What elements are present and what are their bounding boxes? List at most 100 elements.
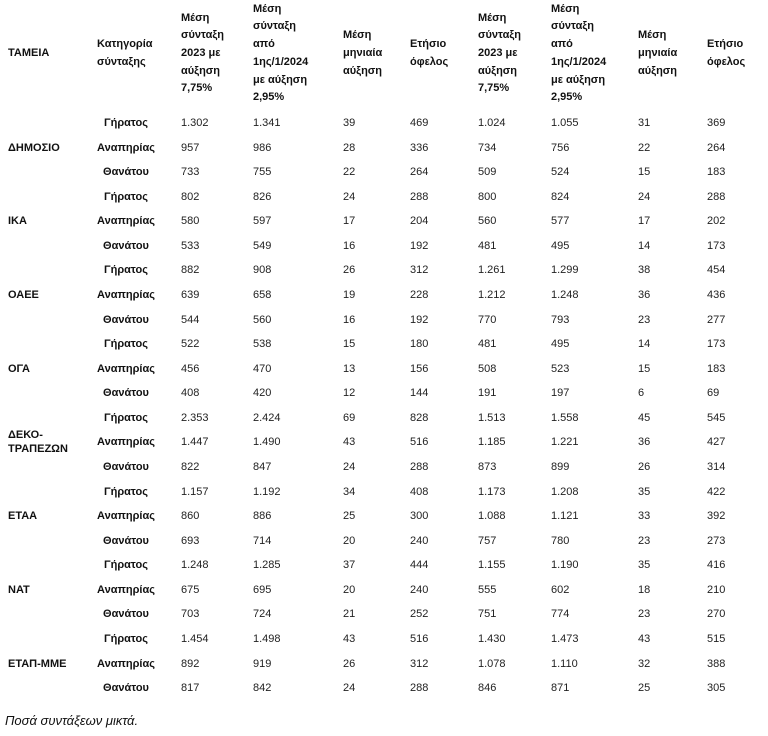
cell-value: 693 bbox=[181, 534, 200, 547]
pension-category: Αναπηρίας bbox=[97, 141, 155, 154]
fund-name: ΙΚΑ bbox=[8, 215, 27, 228]
cell-value: 899 bbox=[551, 460, 570, 473]
cell-value: 1.473 bbox=[551, 632, 579, 645]
cell-value: 538 bbox=[253, 338, 272, 351]
cell-value: 734 bbox=[478, 141, 497, 154]
cell-value: 273 bbox=[707, 534, 726, 547]
pension-category: Θανάτου bbox=[103, 166, 149, 179]
pension-category: Αναπηρίας bbox=[97, 436, 155, 449]
cell-value: 270 bbox=[707, 608, 726, 621]
cell-value: 1.513 bbox=[478, 411, 506, 424]
cell-value: 33 bbox=[638, 510, 651, 523]
column-header: Κατηγορία bbox=[97, 38, 153, 51]
cell-value: 24 bbox=[638, 190, 651, 203]
cell-value: 288 bbox=[410, 190, 429, 203]
cell-value: 639 bbox=[181, 288, 200, 301]
pension-category: Γήρατος bbox=[104, 632, 148, 645]
pension-category: Θανάτου bbox=[103, 387, 149, 400]
cell-value: 780 bbox=[551, 534, 570, 547]
pension-category: Γήρατος bbox=[104, 338, 148, 351]
cell-value: 43 bbox=[343, 436, 356, 449]
cell-value: 305 bbox=[707, 682, 726, 695]
cell-value: 392 bbox=[707, 510, 726, 523]
cell-value: 545 bbox=[707, 411, 726, 424]
cell-value: 39 bbox=[343, 117, 356, 129]
column-header: 1ης/1/2024 bbox=[253, 55, 309, 68]
cell-value: 26 bbox=[343, 264, 356, 277]
cell-value: 533 bbox=[181, 239, 200, 252]
cell-value: 509 bbox=[478, 166, 497, 179]
cell-value: 17 bbox=[638, 215, 651, 228]
cell-value: 288 bbox=[707, 190, 726, 203]
cell-value: 703 bbox=[181, 608, 200, 621]
cell-value: 1.558 bbox=[551, 411, 579, 424]
cell-value: 469 bbox=[410, 117, 429, 129]
cell-value: 1.221 bbox=[551, 436, 579, 449]
cell-value: 192 bbox=[410, 239, 429, 252]
cell-value: 15 bbox=[638, 166, 651, 179]
cell-value: 300 bbox=[410, 510, 429, 523]
column-header: Μέση bbox=[638, 29, 667, 42]
column-header: Μέση bbox=[478, 11, 507, 24]
cell-value: 842 bbox=[253, 682, 272, 695]
cell-value: 18 bbox=[638, 583, 651, 596]
cell-value: 19 bbox=[343, 288, 356, 301]
cell-value: 1.173 bbox=[478, 485, 506, 498]
cell-value: 408 bbox=[181, 387, 200, 400]
cell-value: 427 bbox=[707, 436, 726, 449]
column-header: Μέση bbox=[253, 2, 282, 15]
cell-value: 1.285 bbox=[253, 559, 281, 572]
cell-value: 481 bbox=[478, 338, 497, 351]
cell-value: 495 bbox=[551, 338, 570, 351]
cell-value: 824 bbox=[551, 190, 570, 203]
cell-value: 602 bbox=[551, 583, 570, 596]
cell-value: 202 bbox=[707, 215, 726, 228]
cell-value: 24 bbox=[343, 460, 356, 473]
cell-value: 36 bbox=[638, 436, 651, 449]
cell-value: 12 bbox=[343, 387, 356, 400]
cell-value: 714 bbox=[253, 534, 272, 547]
fund-name: ΝΑΤ bbox=[8, 583, 30, 596]
cell-value: 828 bbox=[410, 411, 429, 424]
cell-value: 25 bbox=[638, 682, 651, 695]
cell-value: 204 bbox=[410, 215, 429, 228]
cell-value: 228 bbox=[410, 288, 429, 301]
cell-value: 197 bbox=[551, 387, 570, 400]
cell-value: 45 bbox=[638, 411, 651, 424]
cell-value: 1.110 bbox=[551, 657, 578, 670]
cell-value: 210 bbox=[707, 583, 726, 596]
cell-value: 770 bbox=[478, 313, 497, 326]
pension-category: Αναπηρίας bbox=[97, 215, 155, 228]
caption: Ποσά συντάξεων μικτά. bbox=[5, 713, 139, 728]
cell-value: 35 bbox=[638, 485, 651, 498]
cell-value: 523 bbox=[551, 362, 570, 375]
cell-value: 577 bbox=[551, 215, 570, 228]
cell-value: 495 bbox=[551, 239, 570, 252]
cell-value: 555 bbox=[478, 583, 497, 596]
cell-value: 252 bbox=[410, 608, 429, 621]
cell-value: 25 bbox=[343, 510, 356, 523]
column-header: από bbox=[551, 38, 573, 51]
pension-category: Γήρατος bbox=[104, 190, 148, 203]
cell-value: 470 bbox=[253, 362, 272, 375]
cell-value: 32 bbox=[638, 657, 651, 670]
cell-value: 17 bbox=[343, 215, 356, 228]
cell-value: 156 bbox=[410, 362, 429, 375]
cell-value: 755 bbox=[253, 166, 272, 179]
cell-value: 580 bbox=[181, 215, 200, 228]
cell-value: 180 bbox=[410, 338, 429, 351]
cell-value: 1.024 bbox=[478, 117, 506, 129]
pension-category: Αναπηρίας bbox=[97, 362, 155, 375]
column-header: 7,75% bbox=[181, 82, 213, 95]
cell-value: 173 bbox=[707, 338, 726, 351]
column-header: 1ης/1/2024 bbox=[551, 55, 607, 68]
cell-value: 1.341 bbox=[253, 117, 281, 129]
cell-value: 15 bbox=[343, 338, 356, 351]
cell-value: 516 bbox=[410, 632, 429, 645]
cell-value: 1.185 bbox=[478, 436, 506, 449]
cell-value: 240 bbox=[410, 583, 429, 596]
cell-value: 35 bbox=[638, 559, 651, 572]
pension-category: Αναπηρίας bbox=[97, 288, 155, 301]
cell-value: 456 bbox=[181, 362, 200, 375]
